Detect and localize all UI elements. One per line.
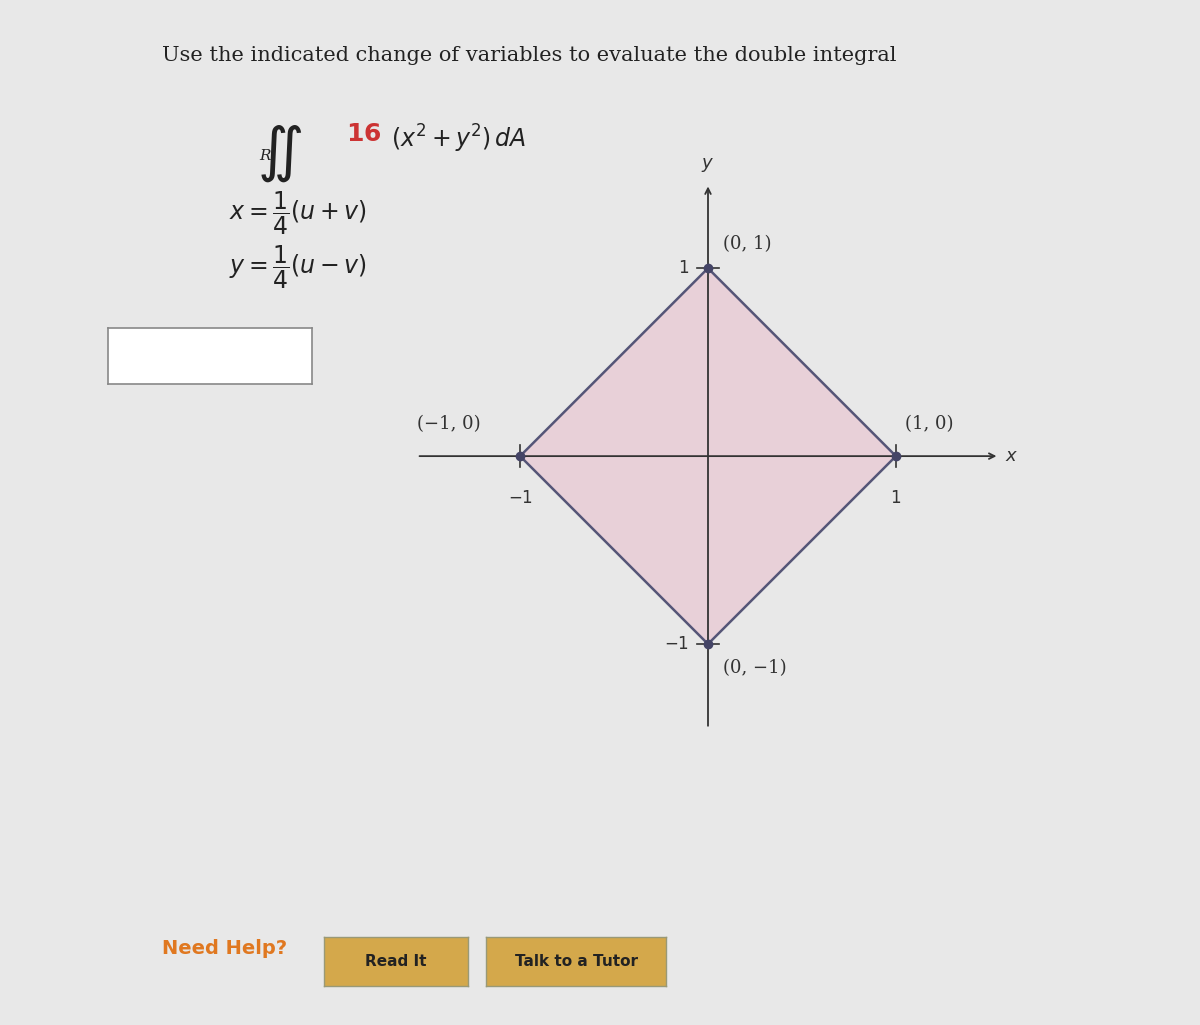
Text: $\mathbf{16}$: $\mathbf{16}$ xyxy=(347,123,382,146)
Polygon shape xyxy=(520,269,896,644)
Text: $y$: $y$ xyxy=(701,156,715,174)
Text: $x$: $x$ xyxy=(1004,447,1018,465)
Text: $-1$: $-1$ xyxy=(664,636,689,653)
Text: R: R xyxy=(259,149,270,163)
Text: $y = \dfrac{1}{4}(u - v)$: $y = \dfrac{1}{4}(u - v)$ xyxy=(229,244,367,291)
Text: $1$: $1$ xyxy=(678,259,689,277)
Text: $x = \dfrac{1}{4}(u + v)$: $x = \dfrac{1}{4}(u + v)$ xyxy=(229,190,367,237)
Text: $\iint$: $\iint$ xyxy=(257,123,302,183)
Text: $-1$: $-1$ xyxy=(508,490,533,507)
Text: (0, −1): (0, −1) xyxy=(724,659,787,678)
Text: (1, 0): (1, 0) xyxy=(905,415,954,434)
Text: Use the indicated change of variables to evaluate the double integral: Use the indicated change of variables to… xyxy=(162,46,896,66)
Text: (0, 1): (0, 1) xyxy=(724,235,772,253)
Text: $(x^2 + y^2)\,dA$: $(x^2 + y^2)\,dA$ xyxy=(391,123,527,155)
Text: (−1, 0): (−1, 0) xyxy=(416,415,480,434)
Text: $1$: $1$ xyxy=(890,490,901,507)
Text: Need Help?: Need Help? xyxy=(162,939,287,957)
Text: Read It: Read It xyxy=(365,954,427,969)
Text: Talk to a Tutor: Talk to a Tutor xyxy=(515,954,637,969)
